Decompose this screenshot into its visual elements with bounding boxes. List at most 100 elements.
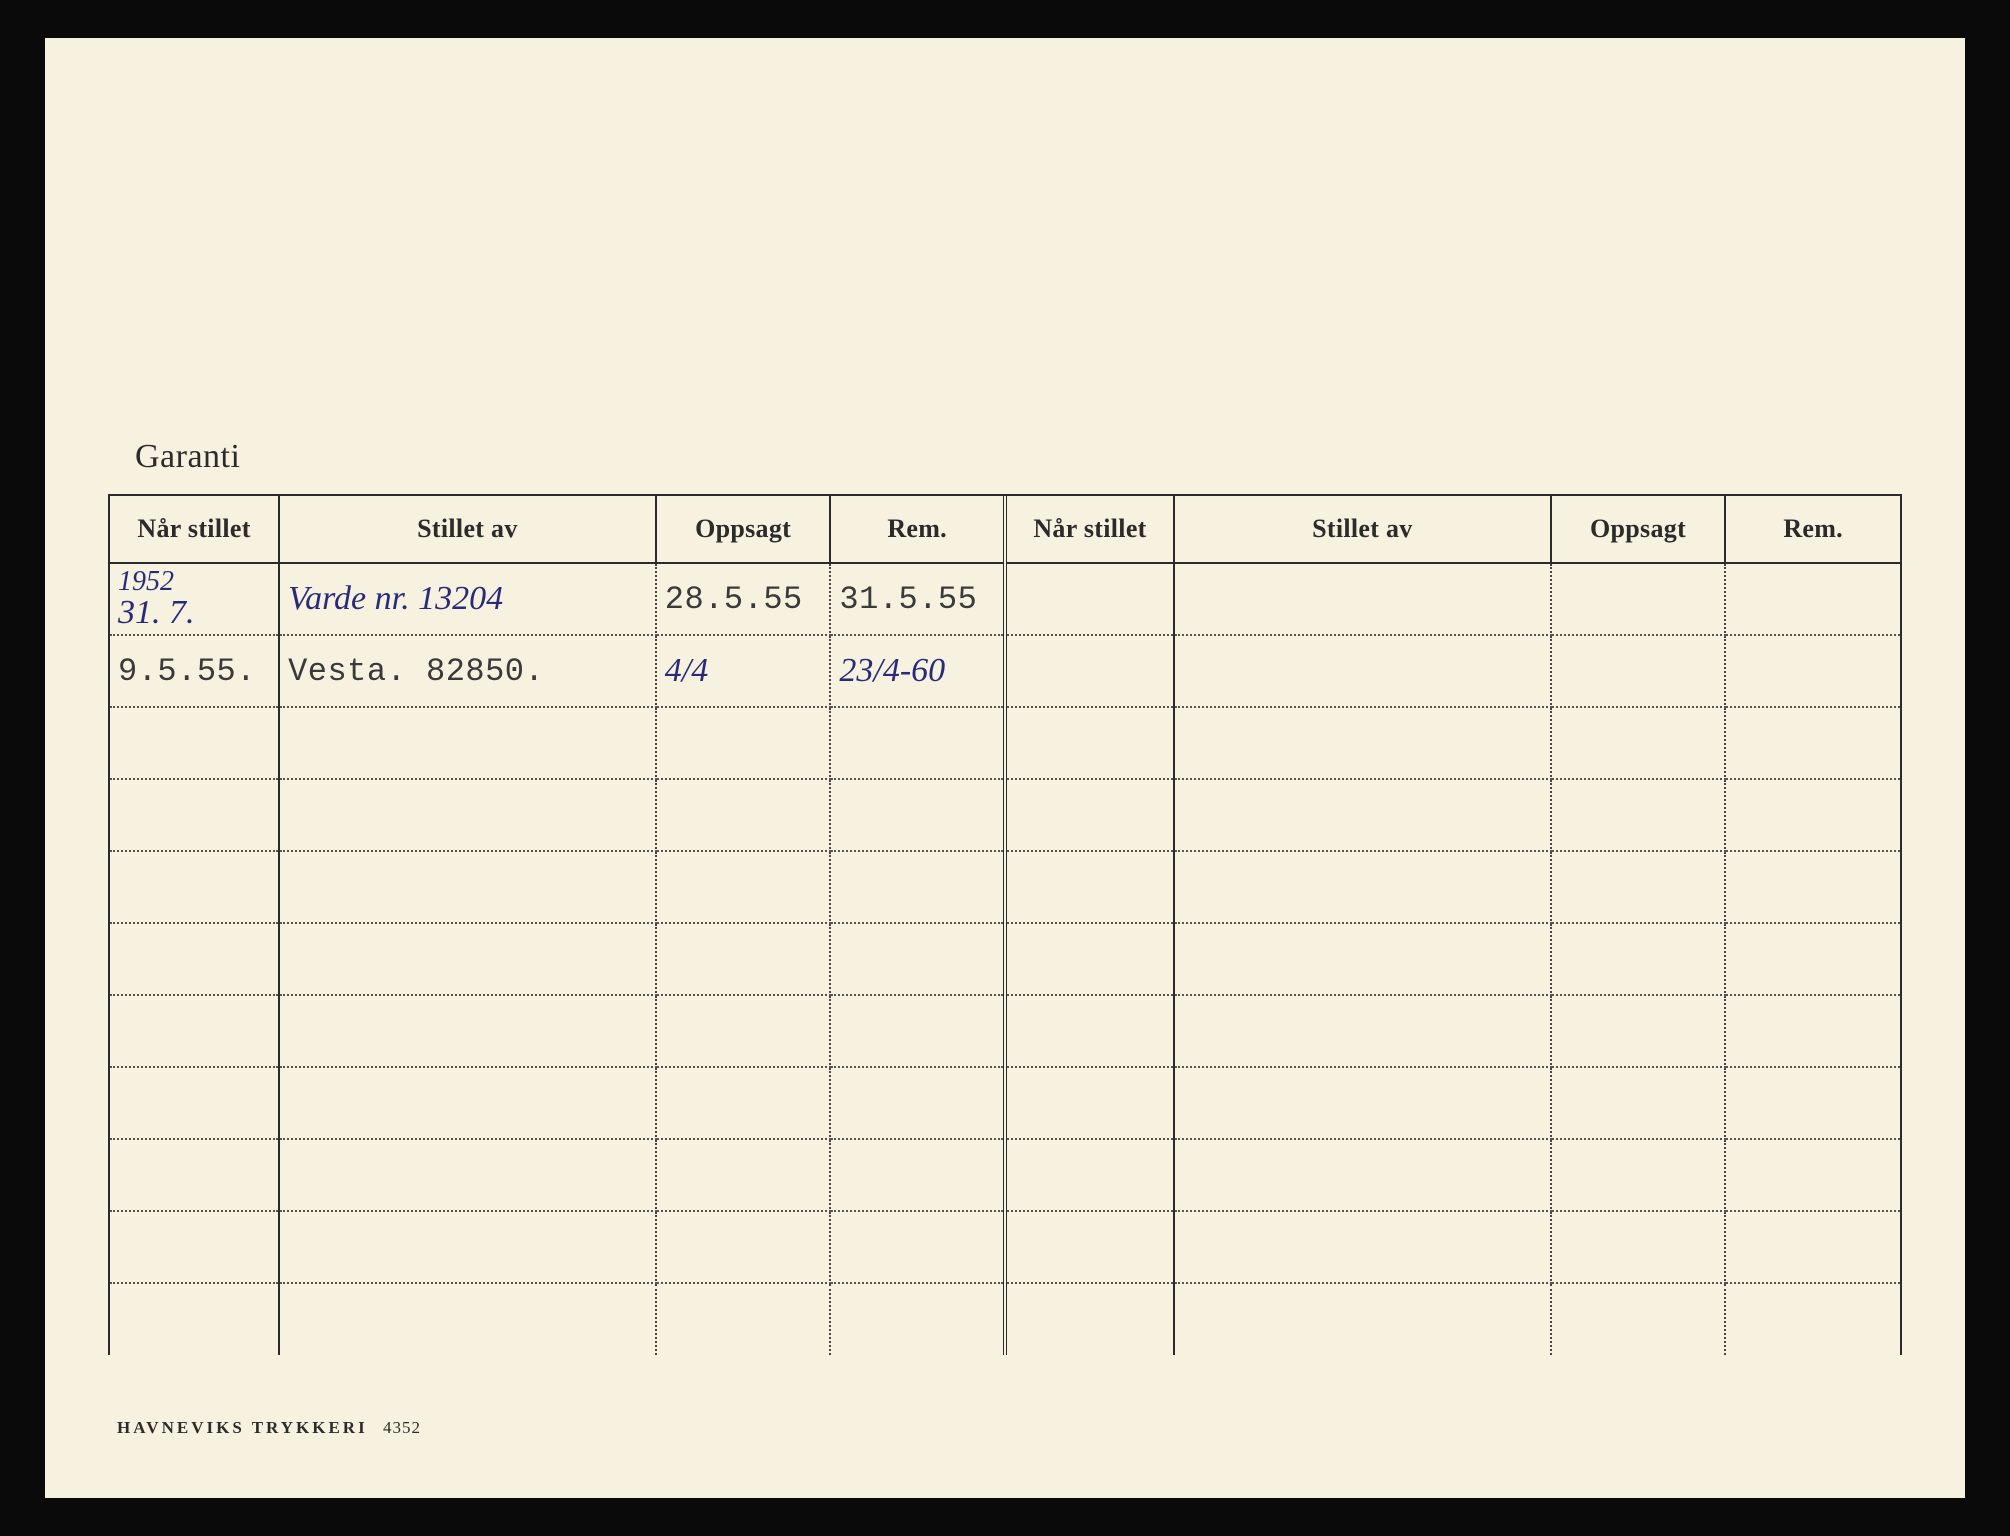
cell-stillet: Vesta. 82850. [279, 635, 656, 707]
cell-oppsagt-text: 28.5.55 [665, 581, 803, 618]
table-row [110, 1139, 1900, 1211]
cell-empty [830, 851, 1005, 923]
cell-nar-year: 1952 [118, 568, 270, 596]
cell-empty [1174, 995, 1551, 1067]
cell-empty [1551, 635, 1726, 707]
cell-empty [279, 1067, 656, 1139]
cell-empty [1005, 995, 1174, 1067]
printer-footer: HAVNEVIKS TRYKKERI 4352 [117, 1418, 421, 1438]
cell-stillet: Varde nr. 13204 [279, 563, 656, 635]
cell-empty [1174, 1283, 1551, 1355]
cell-empty [1174, 635, 1551, 707]
cell-empty [1551, 1211, 1726, 1283]
cell-nar-date: 31. 7. [118, 596, 270, 630]
cell-empty [656, 1211, 831, 1283]
cell-empty [1551, 1283, 1726, 1355]
cell-empty [1725, 923, 1900, 995]
cell-rem-text: 23/4-60 [839, 652, 945, 689]
col-header-nar-right: Når stillet [1005, 496, 1174, 563]
cell-empty [110, 779, 279, 851]
cell-empty [1725, 707, 1900, 779]
table-row [110, 1067, 1900, 1139]
cell-empty [830, 1067, 1005, 1139]
col-header-oppsagt-left: Oppsagt [656, 496, 831, 563]
table-row [110, 1283, 1900, 1355]
cell-rem: 23/4-60 [830, 635, 1005, 707]
cell-empty [1005, 1139, 1174, 1211]
cell-empty [110, 923, 279, 995]
blank-upper-area [90, 98, 1920, 438]
table-body: 1952 31. 7. Varde nr. 13204 28.5.55 31.5… [110, 563, 1900, 1355]
table-row [110, 779, 1900, 851]
cell-empty [656, 851, 831, 923]
cell-rem: 31.5.55 [830, 563, 1005, 635]
document-page: Garanti Når stillet Stillet av Oppsagt R… [45, 38, 1965, 1498]
cell-empty [1551, 1067, 1726, 1139]
cell-empty [1005, 635, 1174, 707]
col-header-rem-right: Rem. [1725, 496, 1900, 563]
cell-empty [1005, 923, 1174, 995]
cell-empty [1725, 1067, 1900, 1139]
printer-number: 4352 [383, 1418, 421, 1437]
cell-empty [1174, 1211, 1551, 1283]
cell-empty [110, 707, 279, 779]
printer-name: HAVNEVIKS TRYKKERI [117, 1418, 368, 1437]
cell-empty [656, 1283, 831, 1355]
cell-empty [1174, 779, 1551, 851]
col-header-rem-left: Rem. [830, 496, 1005, 563]
cell-empty [656, 779, 831, 851]
cell-oppsagt: 4/4 [656, 635, 831, 707]
cell-empty [830, 779, 1005, 851]
cell-empty [279, 923, 656, 995]
cell-empty [1551, 779, 1726, 851]
cell-nar-text: 9.5.55. [118, 653, 256, 690]
cell-empty [1725, 1139, 1900, 1211]
cell-empty [1725, 1211, 1900, 1283]
cell-nar: 1952 31. 7. [110, 563, 279, 635]
cell-empty [279, 1211, 656, 1283]
table-row: 9.5.55. Vesta. 82850. 4/4 23/4-60 [110, 635, 1900, 707]
cell-empty [110, 1283, 279, 1355]
cell-empty [1174, 563, 1551, 635]
cell-empty [279, 707, 656, 779]
cell-empty [830, 707, 1005, 779]
cell-empty [1551, 851, 1726, 923]
cell-empty [1005, 1283, 1174, 1355]
cell-empty [1174, 707, 1551, 779]
cell-empty [1005, 1211, 1174, 1283]
cell-empty [1005, 563, 1174, 635]
cell-empty [1005, 707, 1174, 779]
cell-empty [1725, 563, 1900, 635]
col-header-stillet-left: Stillet av [279, 496, 656, 563]
cell-empty [1174, 923, 1551, 995]
table-row [110, 923, 1900, 995]
col-header-stillet-right: Stillet av [1174, 496, 1551, 563]
cell-empty [1174, 1067, 1551, 1139]
cell-oppsagt-text: 4/4 [665, 652, 708, 689]
cell-empty [1551, 1139, 1726, 1211]
cell-empty [1725, 779, 1900, 851]
section-title: Garanti [135, 438, 1920, 476]
cell-empty [1725, 851, 1900, 923]
cell-empty [830, 923, 1005, 995]
cell-empty [1005, 851, 1174, 923]
cell-empty [830, 995, 1005, 1067]
col-header-oppsagt-right: Oppsagt [1551, 496, 1726, 563]
cell-rem-text: 31.5.55 [839, 581, 977, 618]
table-row [110, 1211, 1900, 1283]
cell-empty [1551, 923, 1726, 995]
cell-stillet-text: Varde nr. 13204 [288, 580, 503, 617]
cell-empty [830, 1211, 1005, 1283]
cell-empty [279, 1283, 656, 1355]
cell-empty [1725, 1283, 1900, 1355]
cell-nar: 9.5.55. [110, 635, 279, 707]
cell-empty [1725, 635, 1900, 707]
cell-empty [656, 1067, 831, 1139]
cell-empty [110, 1211, 279, 1283]
cell-empty [1725, 995, 1900, 1067]
table-header-row: Når stillet Stillet av Oppsagt Rem. Når … [110, 496, 1900, 563]
cell-empty [1174, 1139, 1551, 1211]
cell-empty [1551, 995, 1726, 1067]
cell-empty [279, 779, 656, 851]
cell-empty [1005, 779, 1174, 851]
